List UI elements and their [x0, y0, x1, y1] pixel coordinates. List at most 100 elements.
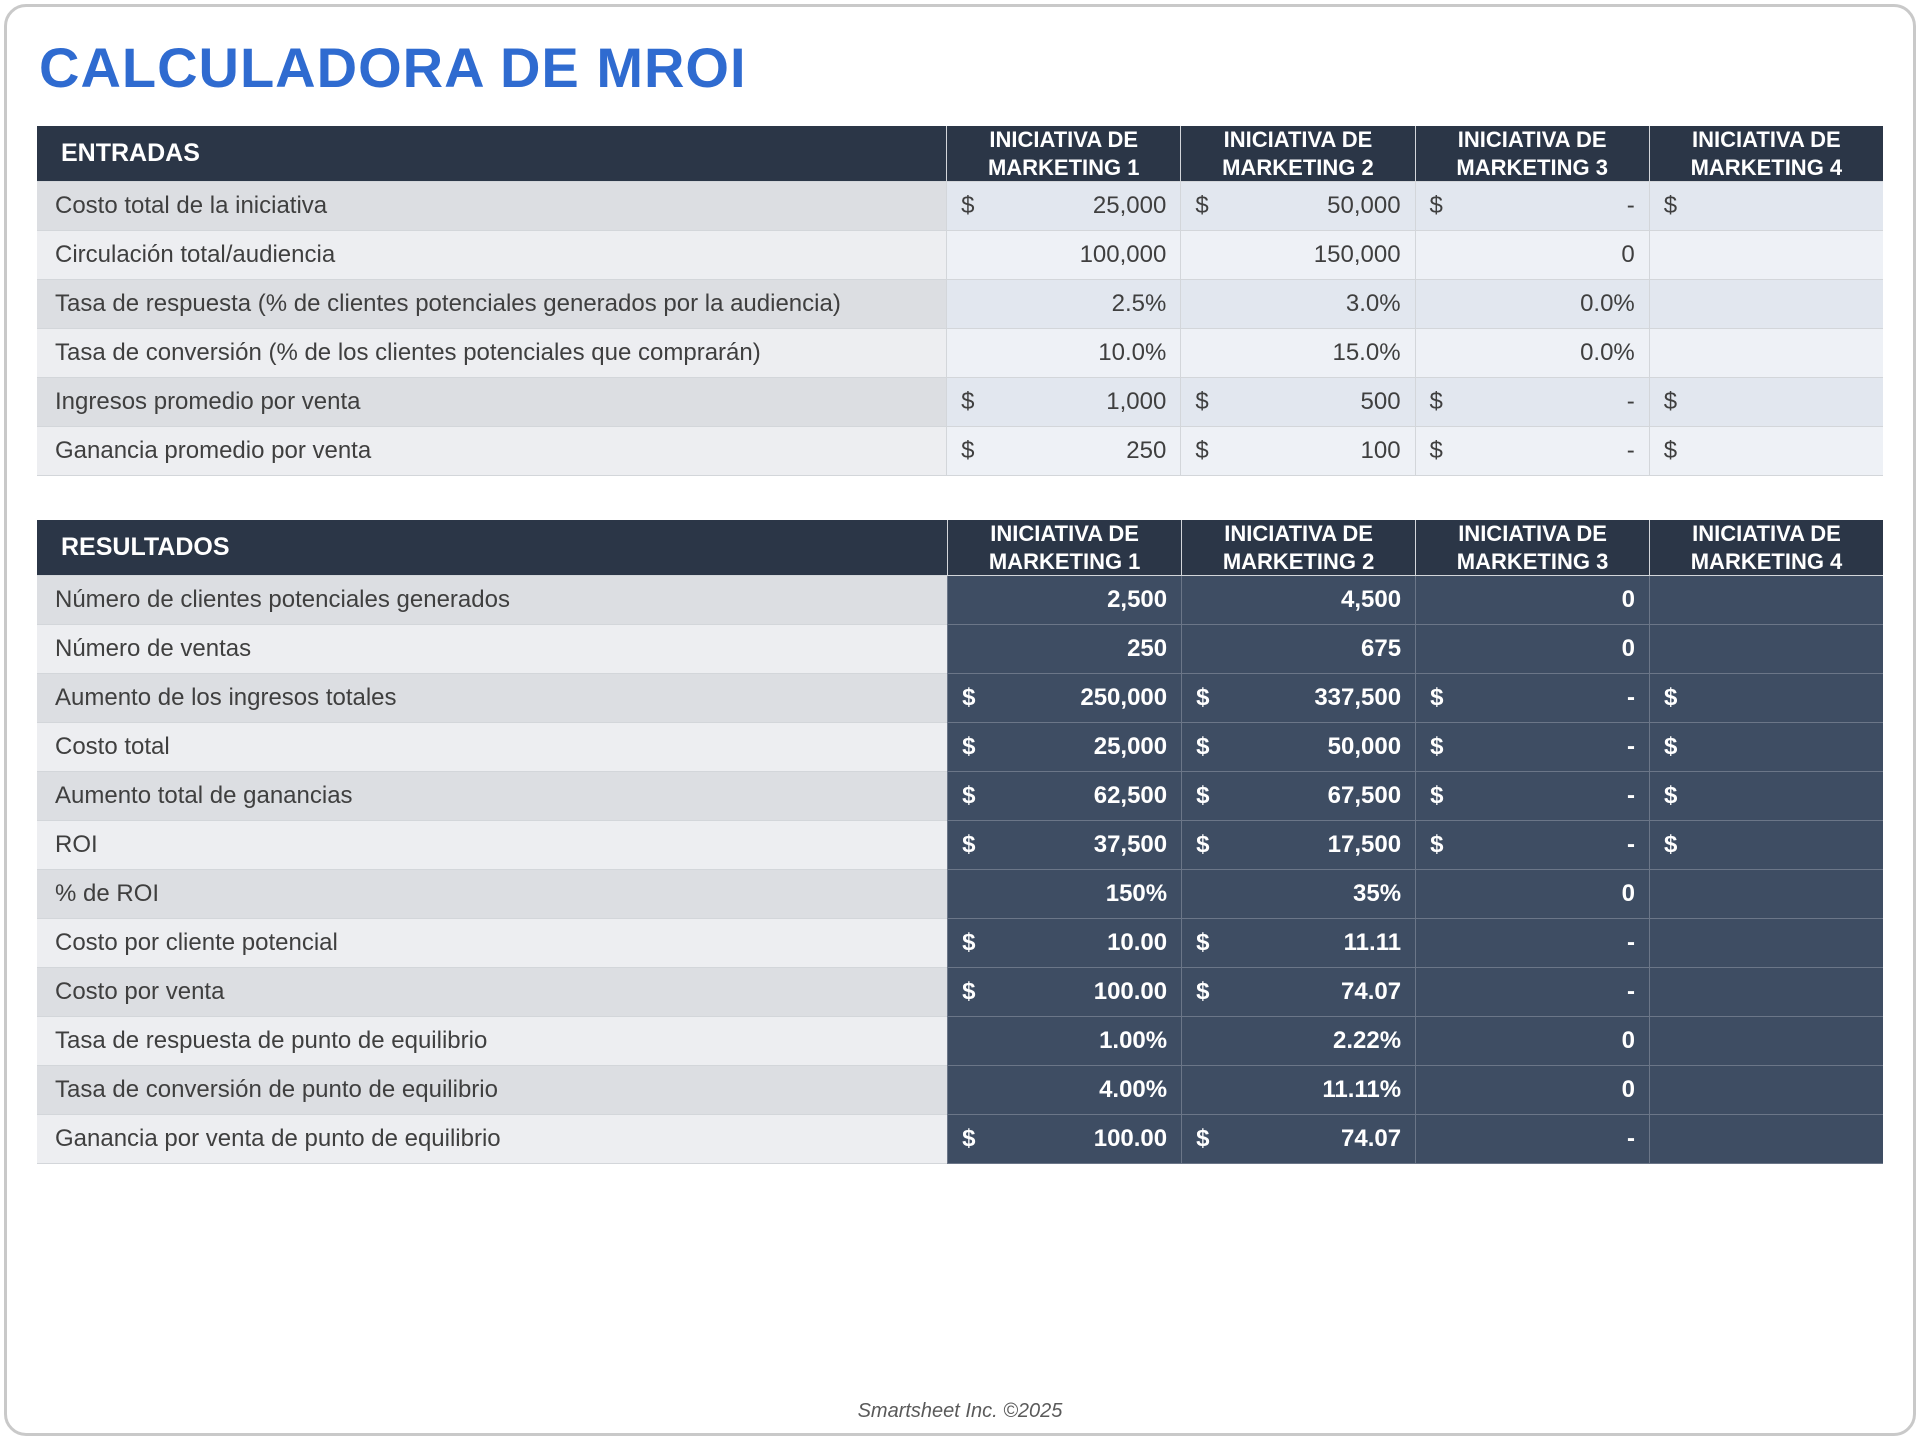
- currency-symbol: $: [1430, 831, 1443, 859]
- currency-symbol: $: [962, 831, 975, 859]
- row-label: Tasa de respuesta (% de clientes potenci…: [37, 280, 946, 329]
- currency-symbol: $: [1664, 388, 1677, 416]
- value-cell: 15.0%: [1180, 329, 1414, 378]
- value-text: 11.11%: [1182, 1076, 1415, 1104]
- value-cell: $-: [1415, 674, 1649, 723]
- value-cell: [1649, 1017, 1883, 1066]
- value-cell: $10.00: [947, 919, 1181, 968]
- value-cell: 11.11%: [1181, 1066, 1415, 1115]
- value-cell: 1.00%: [947, 1017, 1181, 1066]
- row-label: Costo por cliente potencial: [37, 919, 947, 968]
- currency-symbol: $: [1664, 782, 1677, 810]
- currency-symbol: $: [1664, 733, 1677, 761]
- row-label: Circulación total/audiencia: [37, 231, 946, 280]
- value-cell: [1649, 231, 1883, 280]
- value-text: 50,000: [1182, 733, 1415, 761]
- value-cell: 2.5%: [946, 280, 1180, 329]
- value-cell: [1649, 329, 1883, 378]
- currency-symbol: $: [962, 782, 975, 810]
- results-table: RESULTADOS INICIATIVA DE MARKETING 1 INI…: [37, 520, 1883, 1164]
- table-row: Aumento total de ganancias$62,500$67,500…: [37, 772, 1883, 821]
- value-text: 10.00: [948, 929, 1181, 957]
- table-row: % de ROI150%35%0: [37, 870, 1883, 919]
- col-header-3: INICIATIVA DE MARKETING 3: [1415, 126, 1649, 182]
- value-cell: $: [1649, 182, 1883, 231]
- value-cell: $-: [1415, 723, 1649, 772]
- currency-symbol: $: [1196, 1125, 1209, 1153]
- value-text: 1.00%: [948, 1027, 1181, 1055]
- table-row: Ganancia por venta de punto de equilibri…: [37, 1115, 1883, 1164]
- value-text: -: [1416, 1125, 1649, 1153]
- value-text: -: [1416, 831, 1649, 859]
- value-cell: $74.07: [1181, 1115, 1415, 1164]
- value-cell: 675: [1181, 625, 1415, 674]
- value-text: 25,000: [947, 192, 1180, 220]
- value-text: 2,500: [948, 586, 1181, 614]
- currency-symbol: $: [962, 733, 975, 761]
- value-text: 4.00%: [948, 1076, 1181, 1104]
- page-title: CALCULADORA DE MROI: [39, 35, 1883, 100]
- table-row: Número de clientes potenciales generados…: [37, 576, 1883, 625]
- currency-symbol: $: [1430, 733, 1443, 761]
- value-text: -: [1416, 929, 1649, 957]
- value-cell: 0.0%: [1415, 280, 1649, 329]
- value-cell: [1649, 968, 1883, 1017]
- row-label: Ganancia promedio por venta: [37, 427, 946, 476]
- value-cell: 0: [1415, 231, 1649, 280]
- tables-viewport: ENTRADAS INICIATIVA DE MARKETING 1 INICI…: [37, 126, 1883, 1164]
- currency-symbol: $: [1664, 684, 1677, 712]
- value-cell: $: [1649, 378, 1883, 427]
- row-label: Costo total: [37, 723, 947, 772]
- table-row: Circulación total/audiencia100,000150,00…: [37, 231, 1883, 280]
- table-row: Tasa de respuesta de punto de equilibrio…: [37, 1017, 1883, 1066]
- currency-symbol: $: [1430, 437, 1443, 465]
- value-text: 74.07: [1182, 1125, 1415, 1153]
- value-cell: $337,500: [1181, 674, 1415, 723]
- currency-symbol: $: [1195, 388, 1208, 416]
- table-row: Número de ventas2506750: [37, 625, 1883, 674]
- currency-symbol: $: [1430, 684, 1443, 712]
- currency-symbol: $: [1196, 733, 1209, 761]
- value-cell: $11.11: [1181, 919, 1415, 968]
- table-row: Costo por cliente potencial$10.00$11.11-: [37, 919, 1883, 968]
- value-text: 0: [1416, 586, 1649, 614]
- value-cell: 0: [1415, 576, 1649, 625]
- value-cell: $1,000: [946, 378, 1180, 427]
- value-text: 0: [1416, 241, 1649, 269]
- table-row: Costo por venta$100.00$74.07-: [37, 968, 1883, 1017]
- currency-symbol: $: [961, 437, 974, 465]
- value-cell: $: [1649, 427, 1883, 476]
- currency-symbol: $: [1196, 929, 1209, 957]
- value-text: 35%: [1182, 880, 1415, 908]
- value-text: 17,500: [1182, 831, 1415, 859]
- currency-symbol: $: [1196, 831, 1209, 859]
- row-label: Costo por venta: [37, 968, 947, 1017]
- value-text: 2.5%: [947, 290, 1180, 318]
- value-text: 0.0%: [1416, 290, 1649, 318]
- value-cell: -: [1415, 968, 1649, 1017]
- table-row: Tasa de respuesta (% de clientes potenci…: [37, 280, 1883, 329]
- value-text: -: [1416, 978, 1649, 1006]
- currency-symbol: $: [1196, 684, 1209, 712]
- inputs-table: ENTRADAS INICIATIVA DE MARKETING 1 INICI…: [37, 126, 1883, 476]
- col-header-1: INICIATIVA DE MARKETING 1: [947, 520, 1181, 576]
- value-cell: $25,000: [946, 182, 1180, 231]
- value-text: -: [1416, 437, 1649, 465]
- currency-symbol: $: [1430, 388, 1443, 416]
- value-cell: $100.00: [947, 968, 1181, 1017]
- value-text: 15.0%: [1181, 339, 1414, 367]
- value-text: -: [1416, 684, 1649, 712]
- value-cell: 2.22%: [1181, 1017, 1415, 1066]
- col-header-2: INICIATIVA DE MARKETING 2: [1180, 126, 1414, 182]
- value-text: 1,000: [947, 388, 1180, 416]
- value-text: 74.07: [1182, 978, 1415, 1006]
- table-row: Tasa de conversión (% de los clientes po…: [37, 329, 1883, 378]
- footer-text: Smartsheet Inc. ©2025: [7, 1400, 1913, 1423]
- currency-symbol: $: [1195, 192, 1208, 220]
- currency-symbol: $: [1664, 437, 1677, 465]
- value-cell: 10.0%: [946, 329, 1180, 378]
- table-row: Tasa de conversión de punto de equilibri…: [37, 1066, 1883, 1115]
- value-text: 500: [1181, 388, 1414, 416]
- value-text: 150,000: [1181, 241, 1414, 269]
- value-cell: 150,000: [1180, 231, 1414, 280]
